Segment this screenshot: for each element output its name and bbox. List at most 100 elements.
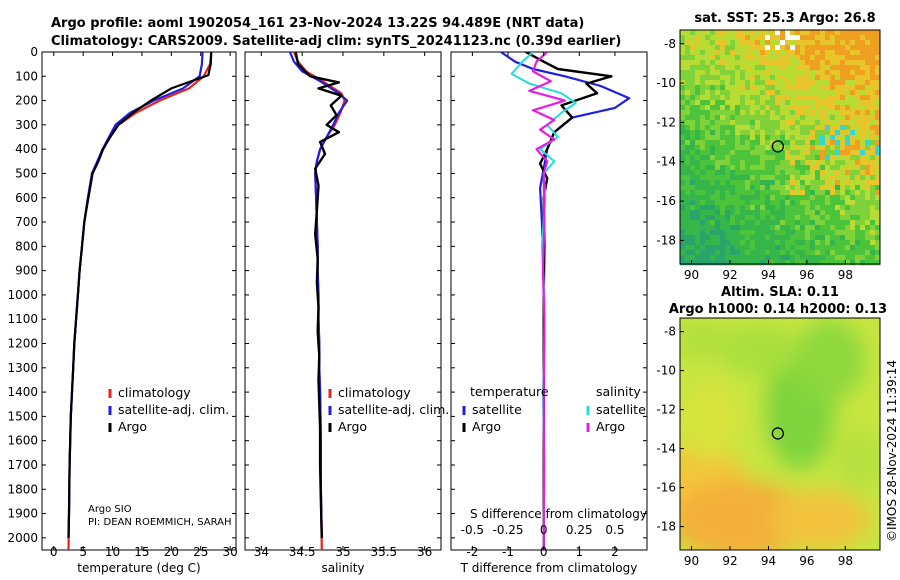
- sst-pixel: [790, 225, 796, 231]
- sst-pixel: [810, 230, 816, 236]
- sst-pixel: [865, 40, 871, 46]
- sst-pixel: [850, 70, 856, 76]
- sst-pixel: [820, 185, 826, 191]
- sst-pixel: [805, 125, 811, 131]
- sst-pixel: [715, 115, 721, 121]
- sst-pixel: [790, 80, 796, 86]
- sst-pixel: [870, 60, 876, 66]
- sst-pixel: [735, 100, 741, 106]
- sst-pixel: [730, 60, 736, 66]
- sst-pixel: [690, 65, 696, 71]
- sst-pixel: [850, 130, 856, 136]
- sst-pixel: [760, 80, 766, 86]
- sst-pixel: [720, 80, 726, 86]
- sst-pixel: [820, 85, 826, 91]
- sst-pixel: [795, 240, 801, 246]
- sst-pixel: [765, 95, 771, 101]
- sst-pixel: [745, 50, 751, 56]
- sst-pixel: [695, 190, 701, 196]
- sst-pixel: [875, 195, 881, 201]
- sst-pixel: [795, 230, 801, 236]
- sst-pixel: [760, 260, 766, 266]
- sst-pixel: [745, 260, 751, 266]
- sst-pixel: [860, 130, 866, 136]
- sst-pixel: [770, 140, 776, 146]
- sst-pixel: [730, 40, 736, 46]
- sst-pixel: [710, 30, 716, 36]
- sst-pixel: [795, 200, 801, 206]
- sst-pixel: [710, 215, 716, 221]
- sst-pixel: [710, 225, 716, 231]
- sst-pixel: [685, 50, 691, 56]
- sst-pixel: [755, 95, 761, 101]
- sst-pixel: [800, 90, 806, 96]
- sst-pixel: [840, 220, 846, 226]
- sst-pixel: [845, 175, 851, 181]
- sst-pixel: [785, 75, 791, 81]
- sst-pixel: [820, 255, 826, 261]
- sst-pixel: [695, 115, 701, 121]
- sst-pixel: [870, 135, 876, 141]
- x-tick-label: 30: [222, 545, 237, 559]
- sst-pixel: [830, 210, 836, 216]
- sst-pixel: [815, 200, 821, 206]
- sst-pixel: [735, 220, 741, 226]
- sst-pixel: [715, 165, 721, 171]
- sst-pixel: [695, 220, 701, 226]
- sst-pixel: [730, 215, 736, 221]
- sst-pixel: [825, 30, 831, 36]
- sst-pixel: [730, 160, 736, 166]
- salinity-xlabel: salinity: [321, 561, 364, 575]
- sst-pixel: [685, 230, 691, 236]
- sst-pixel: [825, 195, 831, 201]
- sst-pixel: [710, 150, 716, 156]
- sst-pixel: [820, 120, 826, 126]
- sst-pixel: [760, 160, 766, 166]
- sst-pixel: [825, 60, 831, 66]
- sst-pixel: [735, 165, 741, 171]
- sst-pixel: [760, 245, 766, 251]
- sst-pixel: [795, 140, 801, 146]
- sla-blob: [770, 490, 870, 550]
- sst-pixel: [805, 95, 811, 101]
- sst-pixel: [730, 170, 736, 176]
- sst-pixel: [845, 120, 851, 126]
- sst-pixel: [805, 245, 811, 251]
- sst-pixel: [765, 185, 771, 191]
- sst-pixel: [720, 235, 726, 241]
- sst-pixel: [875, 95, 881, 101]
- sst-pixel: [790, 35, 796, 41]
- sst-pixel: [860, 180, 866, 186]
- sst-pixel: [790, 150, 796, 156]
- sst-pixel: [695, 245, 701, 251]
- sst-pixel: [850, 150, 856, 156]
- sst-pixel: [825, 45, 831, 51]
- x-tick-label: 0: [50, 545, 58, 559]
- sst-pixel: [705, 255, 711, 261]
- series-line-climatology: [67, 52, 213, 550]
- sst-pixel: [690, 35, 696, 41]
- sst-pixel: [815, 30, 821, 36]
- sst-pixel: [840, 175, 846, 181]
- sst-pixel: [700, 195, 706, 201]
- sst-pixel: [750, 170, 756, 176]
- sst-pixel: [750, 65, 756, 71]
- watermark: ©IMOS 28-Nov-2024 11:39:14: [885, 360, 899, 542]
- sst-pixel: [770, 260, 776, 266]
- sst-pixel: [730, 240, 736, 246]
- sst-pixel: [730, 130, 736, 136]
- sst-pixel: [820, 50, 826, 56]
- sst-pixel: [820, 130, 826, 136]
- sst-pixel: [760, 75, 766, 81]
- sst-pixel: [745, 100, 751, 106]
- sst-pixel: [805, 100, 811, 106]
- sst-pixel: [695, 160, 701, 166]
- sst-pixel: [725, 140, 731, 146]
- map-y-tick-label: -14: [656, 442, 676, 456]
- sst-pixel: [825, 230, 831, 236]
- y-tick-label: 1300: [7, 361, 38, 375]
- sst-pixel: [800, 70, 806, 76]
- sst-pixel: [810, 225, 816, 231]
- sst-pixel: [815, 95, 821, 101]
- sst-pixel: [750, 30, 756, 36]
